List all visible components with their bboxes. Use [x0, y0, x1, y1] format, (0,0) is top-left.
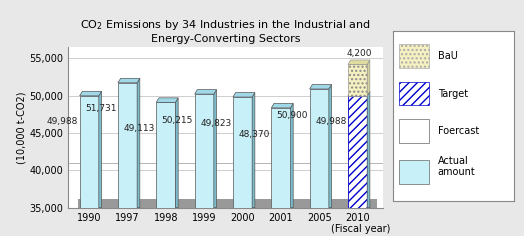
Polygon shape [214, 90, 216, 208]
Text: Target: Target [438, 88, 468, 99]
FancyBboxPatch shape [399, 160, 429, 184]
Bar [80, 96, 99, 208]
FancyBboxPatch shape [78, 199, 377, 208]
Polygon shape [348, 60, 370, 64]
Bar [118, 83, 137, 208]
Bar [271, 108, 290, 208]
Polygon shape [348, 91, 370, 96]
Polygon shape [252, 93, 255, 208]
Text: 51,731: 51,731 [85, 104, 116, 114]
FancyBboxPatch shape [399, 82, 429, 105]
Text: Foercast: Foercast [438, 126, 479, 136]
Polygon shape [118, 78, 140, 83]
Text: 50,900: 50,900 [277, 111, 308, 120]
Text: 49,988: 49,988 [315, 118, 346, 126]
Bar [194, 94, 214, 208]
Polygon shape [290, 103, 293, 208]
Polygon shape [233, 93, 255, 97]
FancyBboxPatch shape [399, 119, 429, 143]
Polygon shape [137, 78, 140, 208]
Polygon shape [348, 64, 367, 96]
Text: BaU: BaU [438, 51, 457, 61]
Y-axis label: (10,000 t-CO2): (10,000 t-CO2) [16, 91, 27, 164]
Polygon shape [156, 98, 178, 102]
Polygon shape [99, 91, 102, 208]
Text: 50,215: 50,215 [162, 116, 193, 125]
Text: Actual
amount: Actual amount [438, 156, 475, 177]
Bar [310, 89, 329, 208]
Polygon shape [310, 84, 332, 89]
Polygon shape [329, 84, 332, 208]
Polygon shape [194, 90, 216, 94]
Bar [156, 102, 176, 208]
Polygon shape [176, 98, 178, 208]
Bar [233, 97, 252, 208]
Polygon shape [271, 103, 293, 108]
Polygon shape [80, 91, 102, 96]
FancyBboxPatch shape [399, 44, 429, 68]
Text: 48,370: 48,370 [238, 130, 270, 139]
Bar [348, 96, 367, 208]
Text: 49,113: 49,113 [123, 124, 155, 133]
Text: 49,988: 49,988 [47, 118, 78, 126]
Text: (Fiscal year): (Fiscal year) [331, 224, 390, 234]
Text: 4,200: 4,200 [346, 49, 372, 58]
Polygon shape [367, 60, 370, 96]
Title: CO$_2$ Emissions by 34 Industries in the Industrial and
Energy-Converting Sector: CO$_2$ Emissions by 34 Industries in the… [80, 18, 370, 44]
Text: 49,823: 49,823 [200, 119, 232, 128]
Polygon shape [367, 91, 370, 208]
